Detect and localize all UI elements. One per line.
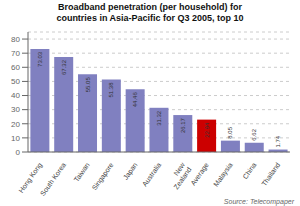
svg-text:Japan: Japan — [122, 161, 140, 181]
svg-text:67.32: 67.32 — [61, 59, 67, 75]
svg-text:40: 40 — [11, 91, 20, 100]
svg-text:20: 20 — [11, 120, 20, 129]
svg-text:8.05: 8.05 — [227, 126, 233, 138]
svg-text:80: 80 — [11, 35, 20, 44]
svg-text:60: 60 — [11, 63, 20, 72]
svg-text:55.05: 55.05 — [85, 77, 91, 93]
svg-text:Hong Kong: Hong Kong — [17, 161, 44, 194]
svg-text:1.74: 1.74 — [275, 135, 281, 147]
svg-text:50: 50 — [11, 77, 20, 86]
svg-text:Average: Average — [189, 161, 210, 187]
svg-text:Australia: Australia — [141, 161, 162, 187]
svg-text:Thailand: Thailand — [260, 161, 281, 187]
svg-text:Malaysia: Malaysia — [212, 161, 234, 188]
svg-text:70: 70 — [11, 49, 20, 58]
svg-text:NewZealand: NewZealand — [166, 161, 193, 191]
svg-text:South Korea: South Korea — [39, 161, 67, 196]
svg-text:31.32: 31.32 — [156, 110, 162, 126]
svg-text:22.94: 22.94 — [204, 122, 210, 138]
svg-text:44.46: 44.46 — [132, 92, 138, 108]
svg-text:30: 30 — [11, 105, 20, 114]
html-text:Broadband penetration (per hou: Broadband penetration (per household) fo… — [58, 2, 242, 12]
html-text:Source: Telecompaper: Source: Telecompaper — [223, 198, 294, 205]
html-text:countries in Asia-Pacific for: countries in Asia-Pacific for Q3 2005, t… — [56, 13, 244, 23]
svg-text:Taiwan: Taiwan — [73, 161, 91, 183]
svg-text:0: 0 — [16, 148, 21, 157]
svg-text:10: 10 — [11, 134, 20, 143]
svg-text:73.03: 73.03 — [37, 51, 43, 67]
svg-text:26.17: 26.17 — [180, 117, 186, 133]
svg-text:6.62: 6.62 — [251, 128, 257, 140]
svg-text:China: China — [241, 161, 257, 180]
svg-text:Singapore: Singapore — [91, 161, 116, 192]
svg-text:51.38: 51.38 — [108, 82, 114, 98]
